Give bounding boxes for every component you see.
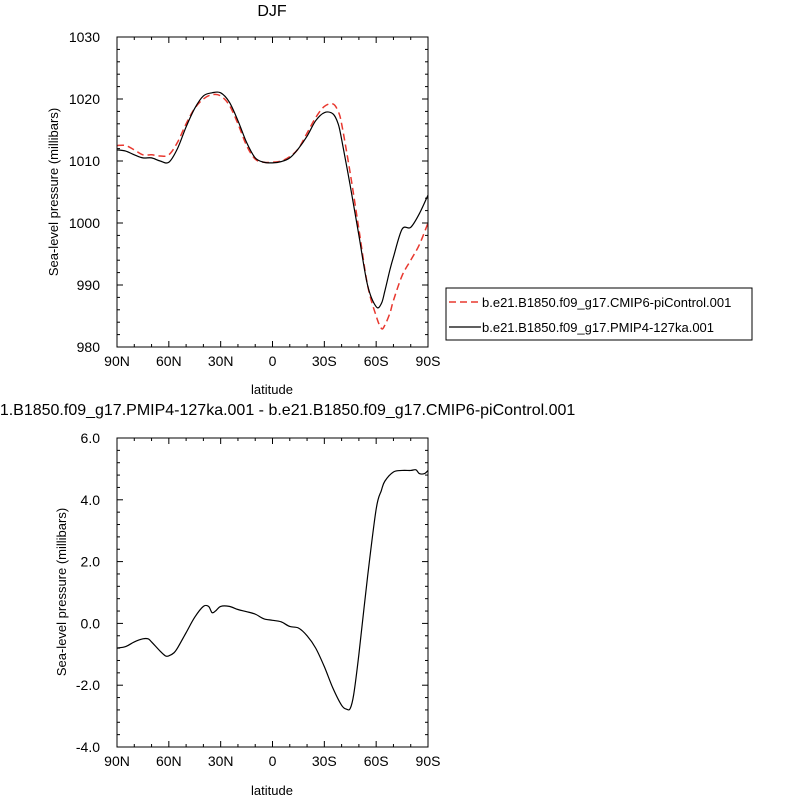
chart-2-plot-area: [116, 437, 429, 748]
chart-2-x-tick-label: 30S: [312, 753, 337, 769]
chart-1-x-tick-label: 90N: [104, 353, 130, 369]
chart-1-x-tick-label: 30S: [312, 353, 337, 369]
chart-2-frame: [116, 437, 429, 748]
legend-label-picontrol: b.e21.B1850.f09_g17.CMIP6-piControl.001: [482, 295, 731, 310]
chart-1-x-axis: 90N 60N 30N 0 30S 60S 90S: [104, 37, 440, 369]
chart-2-y-tick-label: -2.0: [76, 677, 100, 693]
legend-label-127ka: b.e21.B1850.f09_g17.PMIP4-127ka.001: [482, 320, 714, 335]
chart-2-y-tick-label: 4.0: [81, 492, 101, 508]
chart-1-y-tick-label: 980: [77, 339, 101, 355]
chart-2-y-axis-label: Sea-level pressure (millibars): [54, 508, 69, 676]
chart-2-x-tick-label: 90S: [416, 753, 441, 769]
chart-1-y-axis: 980 990 1000 1010 1020 1030: [69, 29, 428, 355]
chart-1-x-tick-label: 60S: [364, 353, 389, 369]
chart-2-x-axis: 90N 60N 30N 0 30S 60S 90S: [104, 438, 440, 769]
chart-1-title: DJF: [257, 3, 287, 20]
chart-2-title: b.e21.B1850.f09_g17.PMIP4-127ka.001 - b.…: [0, 402, 575, 419]
chart-1-x-tick-label: 30N: [208, 353, 234, 369]
chart-2-x-axis-label: latitude: [251, 783, 293, 798]
chart-1-y-tick-label: 1020: [69, 91, 100, 107]
chart-1-series-2-line: [117, 91, 428, 309]
chart-2-x-tick-label: 90N: [104, 753, 130, 769]
chart-2-x-tick-label: 0: [269, 753, 277, 769]
chart-1-x-tick-label: 60N: [156, 353, 182, 369]
chart-1: DJF 90N 60N 30N 0 30S 60S 90S 980 990 1000 1010 10…: [46, 3, 753, 397]
chart-2-x-tick-label: 30N: [208, 753, 234, 769]
chart-2-y-tick-label: -4.0: [76, 739, 100, 755]
chart-2-y-axis: -4.0 -2.0 0.0 2.0 4.0 6.0: [76, 430, 428, 755]
chart-2-y-tick-label: 6.0: [81, 430, 101, 446]
chart-2-series-group: [117, 469, 428, 711]
chart-1-y-tick-label: 1000: [69, 215, 100, 231]
chart-1-legend: b.e21.B1850.f09_g17.CMIP6-piControl.001 …: [445, 287, 753, 341]
chart-2: b.e21.B1850.f09_g17.PMIP4-127ka.001 - b.…: [0, 402, 575, 798]
chart-2-x-tick-label: 60N: [156, 753, 182, 769]
chart-1-series-1-line: [117, 93, 428, 330]
chart-1-plot-area: [116, 36, 429, 348]
chart-1-series-group: [117, 91, 428, 330]
chart-1-y-tick-label: 1030: [69, 29, 100, 45]
chart-2-series-1-line: [117, 469, 428, 711]
chart-1-y-tick-label: 990: [77, 277, 101, 293]
chart-1-x-tick-label: 0: [269, 353, 277, 369]
legend-box: [445, 287, 753, 341]
chart-2-y-tick-label: 2.0: [81, 554, 101, 570]
chart-1-y-tick-label: 1010: [69, 153, 100, 169]
chart-1-x-tick-label: 90S: [416, 353, 441, 369]
chart-2-x-tick-label: 60S: [364, 753, 389, 769]
chart-1-x-axis-label: latitude: [251, 382, 293, 397]
chart-1-y-axis-label: Sea-level pressure (millibars): [46, 108, 61, 276]
chart-2-y-tick-label: 0.0: [81, 615, 101, 631]
chart-1-frame: [116, 36, 429, 348]
